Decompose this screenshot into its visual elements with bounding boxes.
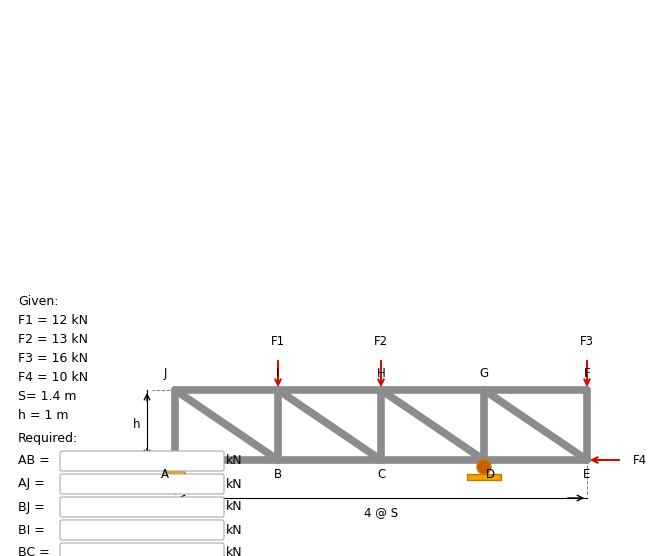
FancyBboxPatch shape (60, 451, 224, 471)
Text: F1: F1 (271, 335, 285, 348)
Text: kN: kN (226, 454, 243, 468)
Text: kN: kN (226, 524, 243, 537)
FancyBboxPatch shape (60, 520, 224, 540)
Text: BC =: BC = (18, 547, 50, 556)
Text: D: D (486, 468, 494, 481)
Text: h = 1 m: h = 1 m (18, 409, 68, 422)
Text: kN: kN (226, 500, 243, 514)
Text: F2 = 13 kN: F2 = 13 kN (18, 333, 88, 346)
Text: F4: F4 (633, 454, 647, 466)
Text: F3: F3 (580, 335, 594, 348)
Text: B: B (274, 468, 282, 481)
Bar (158, 478, 192, 484)
FancyBboxPatch shape (60, 474, 224, 494)
Text: Required:: Required: (18, 432, 78, 445)
Text: G: G (480, 367, 488, 380)
Text: h: h (133, 419, 141, 431)
FancyBboxPatch shape (60, 497, 224, 517)
Text: A: A (161, 468, 169, 481)
Text: I: I (276, 367, 279, 380)
Bar (467, 474, 501, 480)
Text: F3 = 16 kN: F3 = 16 kN (18, 352, 88, 365)
Text: J: J (163, 367, 167, 380)
Text: F: F (584, 367, 590, 380)
Text: S= 1.4 m: S= 1.4 m (18, 390, 76, 403)
Text: kN: kN (226, 478, 243, 490)
Circle shape (477, 460, 491, 474)
Text: AJ =: AJ = (18, 478, 45, 490)
FancyBboxPatch shape (60, 543, 224, 556)
Text: AB =: AB = (18, 454, 50, 468)
Text: kN: kN (226, 547, 243, 556)
Text: BJ =: BJ = (18, 500, 45, 514)
Text: H: H (377, 367, 385, 380)
Text: F1 = 12 kN: F1 = 12 kN (18, 314, 88, 327)
Text: F2: F2 (374, 335, 388, 348)
Text: C: C (377, 468, 385, 481)
Polygon shape (161, 460, 189, 478)
Text: E: E (584, 468, 591, 481)
Text: BI =: BI = (18, 524, 45, 537)
Text: 4 @ S: 4 @ S (364, 506, 398, 519)
Text: Given:: Given: (18, 295, 58, 308)
Text: F4 = 10 kN: F4 = 10 kN (18, 371, 88, 384)
